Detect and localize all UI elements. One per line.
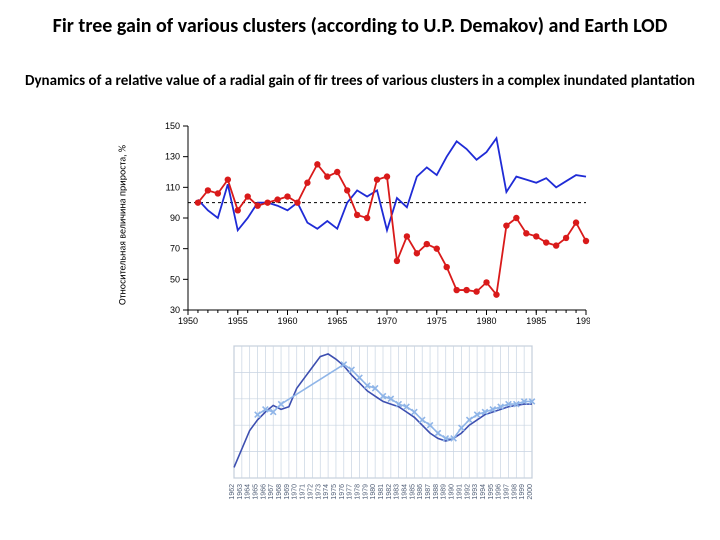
top-chart-xtick: 1985: [526, 316, 546, 326]
bottom-chart-xtick: 1980: [370, 484, 377, 500]
bottom-chart-xtick: 1964: [245, 484, 252, 500]
top-chart-xtick: 1960: [277, 316, 297, 326]
bottom-chart-xtick: 1982: [386, 484, 393, 500]
top-chart-xtick: 1965: [327, 316, 347, 326]
bottom-chart-xtick: 1983: [394, 484, 401, 500]
bottom-chart-xtick: 1988: [433, 484, 440, 500]
bottom-chart-xtick: 1999: [519, 484, 526, 500]
bottom-chart-xtick: 1987: [425, 484, 432, 500]
top-chart-xtick: 1990: [576, 316, 590, 326]
bottom-chart-xtick: 1965: [253, 484, 260, 500]
top-chart-xtick: 1950: [178, 316, 198, 326]
bottom-chart-xtick: 1997: [503, 484, 510, 500]
bottom-chart-xtick: 1995: [488, 484, 495, 500]
bottom-chart-xtick: 1986: [417, 484, 424, 500]
bottom-chart-svg: 1962196319641965196619671968196919701971…: [206, 340, 536, 520]
bottom-chart-xtick: 1978: [354, 484, 361, 500]
bottom-chart-xtick: 1976: [339, 484, 346, 500]
bottom-chart-xtick: 2000: [527, 484, 534, 500]
bottom-chart-xtick: 1985: [409, 484, 416, 500]
top-chart-ytick: 130: [165, 152, 180, 162]
top-chart-xtick: 1980: [476, 316, 496, 326]
bottom-chart-xtick: 1991: [456, 484, 463, 500]
slide: Fir tree gain of various clusters (accor…: [0, 0, 720, 540]
bottom-chart-xtick: 1963: [237, 484, 244, 500]
top-chart-ytick: 90: [170, 213, 180, 223]
subtitle: Dynamics of a relative value of a radial…: [0, 72, 720, 90]
top-chart-xtick: 1970: [377, 316, 397, 326]
top-chart-ytick: 30: [170, 305, 180, 315]
top-chart-xtick: 1975: [427, 316, 447, 326]
bottom-chart-xtick: 1989: [441, 484, 448, 500]
bottom-chart-xtick: 1966: [260, 484, 267, 500]
bottom-chart-xtick: 1969: [284, 484, 291, 500]
main-title: Fir tree gain of various clusters (accor…: [0, 14, 720, 38]
bottom-chart-xtick: 1977: [347, 484, 354, 500]
bottom-chart-xtick: 1992: [464, 484, 471, 500]
bottom-chart-xtick: 1979: [362, 484, 369, 500]
top-chart-ytick: 70: [170, 244, 180, 254]
bottom-chart-xtick: 1998: [511, 484, 518, 500]
bottom-chart: 1962196319641965196619671968196919701971…: [206, 340, 536, 520]
bottom-chart-xtick: 1973: [315, 484, 322, 500]
bottom-chart-xtick: 1962: [229, 484, 236, 500]
bottom-chart-xtick: 1993: [472, 484, 479, 500]
bottom-chart-xtick: 1975: [331, 484, 338, 500]
top-chart: Относительная величина прироста, % 30507…: [150, 120, 590, 330]
bottom-chart-xtick: 1990: [449, 484, 456, 500]
top-chart-ytick: 50: [170, 274, 180, 284]
bottom-chart-xtick: 1984: [402, 484, 409, 500]
top-chart-xtick: 1955: [228, 316, 248, 326]
bottom-chart-xtick: 1968: [276, 484, 283, 500]
bottom-chart-xtick: 1970: [292, 484, 299, 500]
top-chart-ytick: 110: [166, 182, 180, 192]
bottom-chart-xtick: 1971: [300, 484, 307, 500]
top-chart-ylabel: Относительная величина прироста, %: [116, 145, 129, 305]
bottom-chart-xtick: 1996: [496, 484, 503, 500]
top-chart-ytick: 150: [165, 121, 180, 131]
bottom-chart-xtick: 1967: [268, 484, 275, 500]
bottom-chart-xtick: 1974: [323, 484, 330, 500]
top-chart-svg: 30 50 70 90 110 130 150 1950 1955 1960 1965 1970 197…: [150, 120, 590, 330]
bottom-chart-xtick: 1972: [307, 484, 314, 500]
bottom-chart-xtick: 1981: [378, 484, 385, 500]
bottom-chart-xtick: 1994: [480, 484, 487, 500]
